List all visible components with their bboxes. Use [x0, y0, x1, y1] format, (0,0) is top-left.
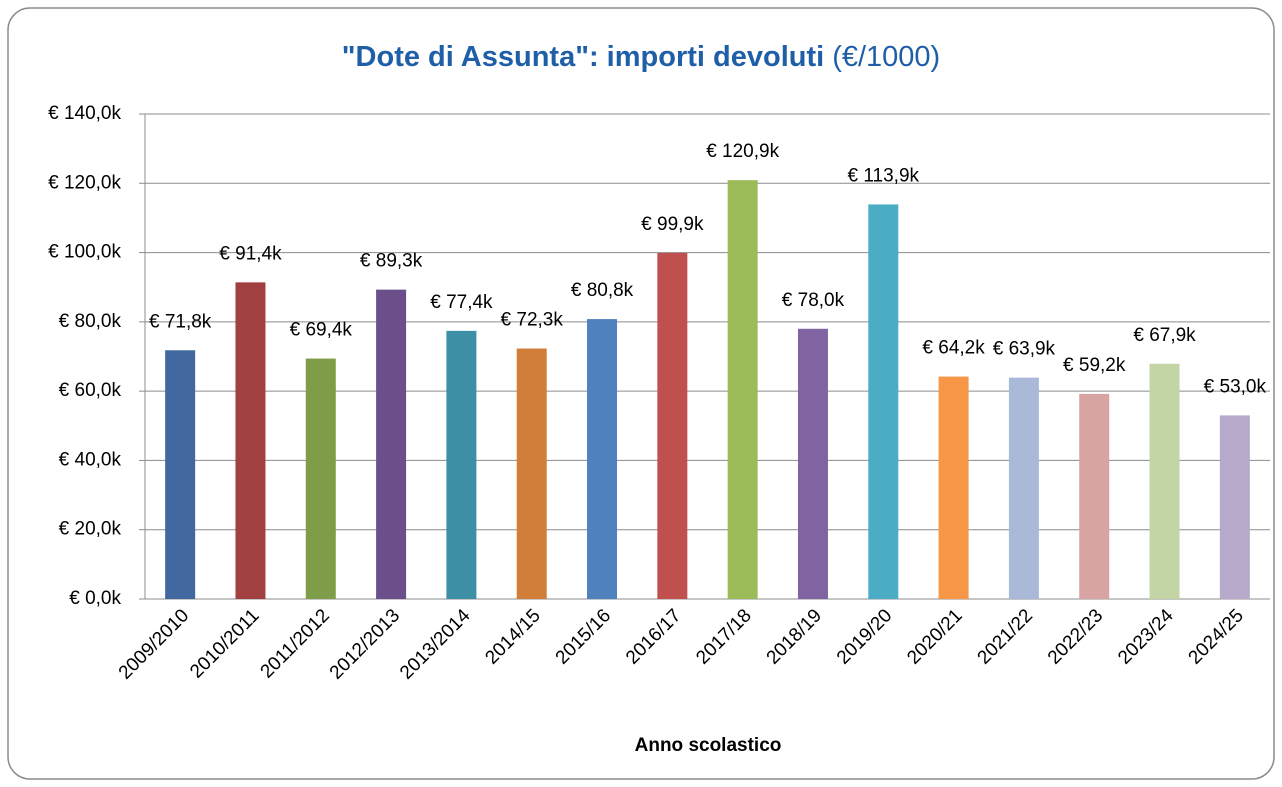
bar: [1149, 363, 1180, 599]
y-tick-label: € 120,0k: [48, 172, 121, 193]
data-label: € 71,8k: [149, 311, 212, 332]
data-label: € 63,9k: [993, 339, 1056, 360]
data-label: € 78,0k: [782, 290, 845, 311]
data-label: € 89,3k: [360, 251, 423, 272]
x-axis-label: Anno scolastico: [635, 735, 782, 756]
chart-subtitle: (€/1000): [832, 41, 940, 73]
y-tick-label: € 100,0k: [48, 242, 121, 263]
bar: [938, 376, 969, 599]
y-tick-label: € 20,0k: [59, 519, 122, 540]
data-label: € 69,4k: [290, 320, 353, 341]
bar: [727, 180, 758, 600]
data-label: € 59,2k: [1063, 355, 1126, 376]
data-label: € 91,4k: [219, 243, 282, 264]
y-tick-label: € 80,0k: [59, 311, 122, 332]
y-tick-label: € 140,0k: [48, 103, 121, 124]
bar: [305, 358, 336, 599]
data-label: € 77,4k: [430, 292, 493, 313]
chart-title-group: "Dote di Assunta": importi devoluti (€/10…: [342, 41, 940, 73]
y-tick-label: € 40,0k: [59, 449, 122, 470]
data-label: € 113,9k: [848, 165, 920, 186]
bar: [1219, 415, 1250, 599]
data-label: € 64,2k: [922, 338, 985, 359]
data-label: € 120,9k: [706, 141, 779, 162]
y-tick-label: € 60,0k: [59, 380, 122, 401]
data-label: € 67,9k: [1133, 325, 1196, 346]
data-label: € 80,8k: [571, 280, 634, 301]
bar: [1008, 377, 1039, 599]
bar: [376, 289, 407, 599]
bar: [165, 350, 196, 599]
data-label: € 53,0k: [1204, 376, 1267, 397]
bar: [657, 252, 688, 600]
bar: [1079, 393, 1110, 599]
data-label: € 72,3k: [501, 310, 564, 331]
bar: [868, 204, 899, 600]
bar: [516, 348, 547, 599]
bar: [587, 319, 618, 599]
data-label: € 99,9k: [641, 214, 704, 235]
y-tick-label: € 0,0k: [69, 588, 121, 609]
bar: [446, 330, 477, 599]
bar: [797, 328, 828, 599]
chart-title: "Dote di Assunta": importi devoluti: [342, 41, 824, 73]
bar: [235, 282, 266, 599]
